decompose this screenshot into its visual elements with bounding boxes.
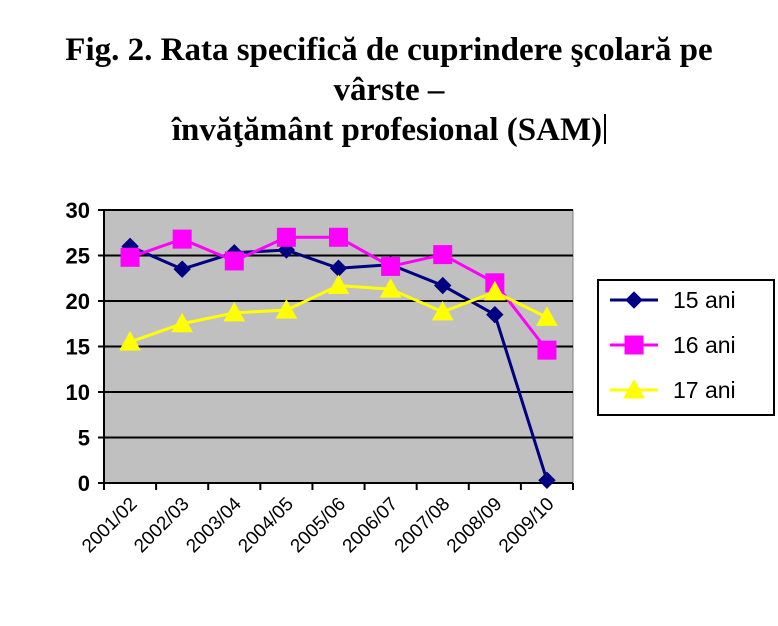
y-tick-label: 0 [78,471,90,496]
data-point [119,330,141,351]
data-point [329,227,348,247]
series-17-ani [119,274,558,351]
x-tick-label: 2007/08 [391,494,454,557]
data-point [327,274,350,295]
x-axis-ticks: 2001/022002/032003/042004/052005/062006/… [78,493,558,557]
series-group [119,227,558,489]
data-point [486,305,504,324]
x-tick-label: 2009/10 [495,494,558,557]
legend-label: 15 ani [673,287,736,313]
x-tick-label: 2006/07 [339,494,402,557]
data-point [381,256,401,276]
title-line-3: învăţământ profesional (SAM) [0,110,778,150]
y-tick-label: 5 [78,426,90,451]
title-line-2: vârste – [333,72,445,108]
data-point [433,245,453,265]
data-point [275,299,298,319]
legend-marker [624,335,644,355]
legend-label: 17 ani [673,377,736,403]
data-point [276,227,296,247]
data-point [538,471,556,489]
series-16-ani [120,227,557,360]
grid-lines [104,209,573,439]
data-point [536,306,558,326]
x-tick-label: 2004/05 [235,494,298,557]
data-point [223,301,246,322]
data-point [171,312,194,333]
y-tick-label: 20 [66,289,90,314]
y-tick-label: 30 [66,198,90,223]
x-tick-label: 2001/02 [78,494,141,557]
x-tick-label: 2005/06 [287,494,350,557]
x-tick-label: 2002/03 [130,494,193,557]
title-line-1: Fig. 2. Rata specifică de cuprindere şco… [65,32,713,68]
chart-title: Fig. 2. Rata specifică de cuprindere şco… [0,30,778,150]
legend: 15 ani 16 ani 17 ani [597,279,775,416]
legend-marker [625,291,643,309]
legend-label: 16 ani [673,332,736,358]
x-tick-label: 2003/04 [182,493,246,557]
data-point [224,251,244,271]
data-point [483,280,506,301]
data-point [379,278,402,298]
text-cursor [604,114,607,144]
data-point [120,247,140,267]
data-point [173,260,191,278]
data-point [537,340,557,360]
y-axis-ticks: 0 5 10 15 20 25 30 [66,198,90,496]
data-point [434,276,452,295]
legend-marker [623,378,645,399]
y-tick-label: 10 [66,380,90,405]
axes [98,209,574,490]
x-tick-label: 2008/09 [443,494,506,557]
y-tick-label: 15 [66,335,90,360]
y-tick-label: 25 [66,244,90,269]
title-line-3-text: învăţământ profesional (SAM) [171,112,603,148]
data-point [172,229,192,249]
data-point [431,300,454,321]
